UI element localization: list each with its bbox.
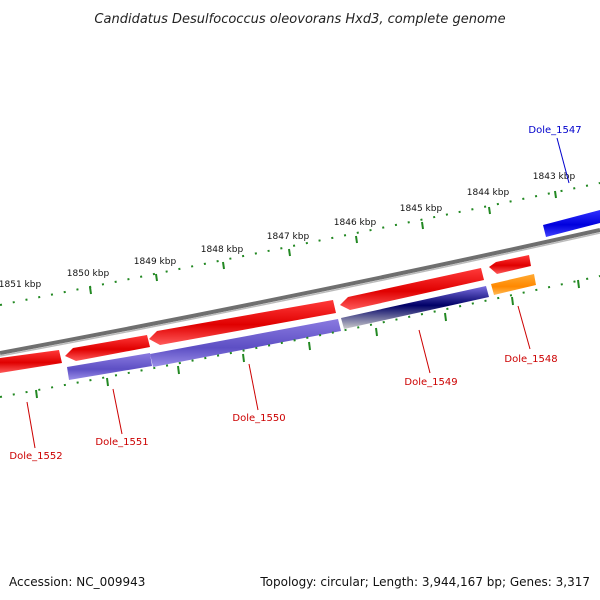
feature-dole-1548[interactable] bbox=[491, 274, 536, 295]
label-dole-1551[interactable]: Dole_1551 bbox=[95, 437, 148, 448]
label-dole-1549[interactable]: Dole_1549 bbox=[404, 377, 457, 388]
gene-dole-1549[interactable] bbox=[340, 268, 484, 310]
gene-dole-1550[interactable] bbox=[149, 300, 336, 345]
tick-label-1846: 1846 kbp bbox=[334, 218, 377, 228]
tick-label-1844: 1844 kbp bbox=[467, 188, 510, 198]
label-leaders bbox=[26, 137, 570, 449]
tick-label-1849: 1849 kbp bbox=[134, 257, 177, 267]
gene-dole-1552[interactable] bbox=[0, 350, 62, 373]
tick-label-1843: 1843 kbp bbox=[533, 172, 576, 182]
forward-tick-track bbox=[0, 182, 600, 306]
reverse-tick-track bbox=[0, 275, 600, 399]
tick-labels: 1851 kbp 1850 kbp 1849 kbp 1848 kbp 1847… bbox=[0, 172, 575, 290]
tick-label-1851: 1851 kbp bbox=[0, 280, 41, 290]
gene-dole-1551[interactable] bbox=[65, 335, 150, 361]
tick-label-1848: 1848 kbp bbox=[201, 245, 244, 255]
tick-label-1845: 1845 kbp bbox=[400, 204, 443, 214]
tick-label-1850: 1850 kbp bbox=[67, 269, 110, 279]
feature-dole-1550[interactable] bbox=[150, 319, 341, 367]
label-dole-1548[interactable]: Dole_1548 bbox=[504, 354, 557, 365]
gene-labels: Dole_1547 Dole_1548 Dole_1549 Dole_1550 … bbox=[9, 125, 581, 462]
feature-dole-1551[interactable] bbox=[67, 353, 152, 380]
accession-text: Accession: NC_009943 bbox=[9, 575, 145, 589]
label-dole-1547[interactable]: Dole_1547 bbox=[528, 125, 581, 136]
gene-dole-1547[interactable] bbox=[543, 210, 600, 237]
summary-text: Topology: circular; Length: 3,944,167 bp… bbox=[259, 575, 590, 589]
gene-dole-1548[interactable] bbox=[489, 255, 531, 274]
map-title: Candidatus Desulfococcus oleovorans Hxd3… bbox=[94, 12, 505, 27]
tick-label-1847: 1847 kbp bbox=[267, 232, 310, 242]
genome-backbone bbox=[0, 228, 600, 355]
label-dole-1550[interactable]: Dole_1550 bbox=[232, 413, 285, 424]
feature-dole-1549[interactable] bbox=[341, 286, 489, 329]
label-dole-1552[interactable]: Dole_1552 bbox=[9, 451, 62, 462]
